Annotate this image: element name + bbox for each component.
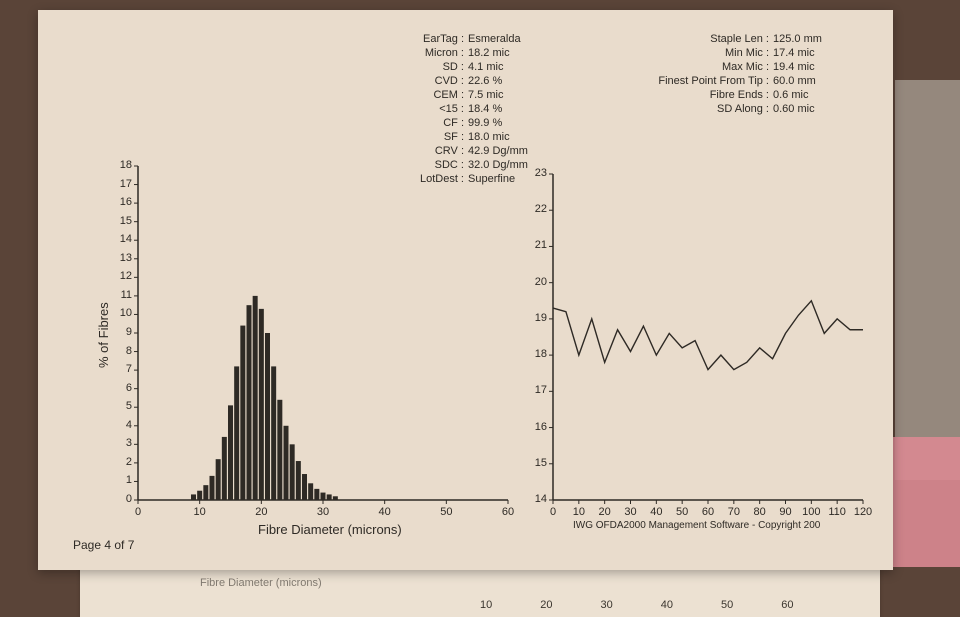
- tick-label: 60: [502, 506, 514, 518]
- page-number: Page 4 of 7: [73, 538, 134, 552]
- report-page: EarTag :Esmeralda Micron :18.2 mic SD :4…: [38, 10, 893, 570]
- copyright-text: IWG OFDA2000 Management Software - Copyr…: [573, 520, 820, 531]
- labels-layer: 0123456789101112131415161718010203040506…: [38, 10, 893, 570]
- under-xlabel: Fibre Diameter (microns): [200, 577, 322, 589]
- tick-label: 5: [126, 400, 132, 412]
- tick-label: 11: [121, 289, 132, 301]
- tick-label: 0: [135, 506, 141, 518]
- under-ticks: 10 20 30 40 50 60: [480, 599, 794, 611]
- histogram-ylabel: % of Fibres: [96, 302, 111, 368]
- background-edge: [895, 80, 960, 480]
- under-tick: 40: [661, 599, 673, 611]
- tick-label: 18: [535, 348, 547, 360]
- tick-label: 80: [754, 506, 766, 518]
- tick-label: 14: [535, 493, 547, 505]
- tick-label: 20: [255, 506, 267, 518]
- tick-label: 10: [120, 307, 132, 319]
- tick-label: 16: [120, 196, 132, 208]
- tick-label: 10: [573, 506, 585, 518]
- tick-label: 15: [120, 215, 132, 227]
- tick-label: 1: [126, 474, 132, 486]
- tick-label: 3: [126, 437, 132, 449]
- tick-label: 23: [535, 167, 547, 179]
- tick-label: 110: [828, 506, 846, 518]
- tick-label: 2: [126, 456, 132, 468]
- tick-label: 40: [650, 506, 662, 518]
- tick-label: 50: [676, 506, 688, 518]
- histogram-xlabel: Fibre Diameter (microns): [258, 522, 402, 537]
- tick-label: 70: [728, 506, 740, 518]
- tick-label: 60: [702, 506, 714, 518]
- tick-label: 8: [126, 345, 132, 357]
- tick-label: 4: [126, 419, 132, 431]
- tick-label: 7: [126, 363, 132, 375]
- tick-label: 0: [550, 506, 556, 518]
- under-page: Fibre Diameter (microns) 10 20 30 40 50 …: [80, 562, 880, 617]
- tick-label: 16: [535, 421, 547, 433]
- tick-label: 10: [194, 506, 206, 518]
- tick-label: 19: [535, 312, 547, 324]
- under-tick: 10: [480, 599, 492, 611]
- tick-label: 20: [535, 276, 547, 288]
- tick-label: 17: [120, 178, 132, 190]
- tick-label: 120: [854, 506, 872, 518]
- under-tick: 50: [721, 599, 733, 611]
- tick-label: 15: [535, 457, 547, 469]
- tick-label: 22: [535, 203, 547, 215]
- tick-label: 21: [535, 239, 547, 251]
- tick-label: 18: [120, 159, 132, 171]
- tick-label: 30: [624, 506, 636, 518]
- tick-label: 50: [440, 506, 452, 518]
- tick-label: 12: [120, 270, 132, 282]
- tick-label: 14: [120, 233, 132, 245]
- tick-label: 6: [126, 382, 132, 394]
- tick-label: 40: [379, 506, 391, 518]
- tick-label: 100: [802, 506, 820, 518]
- under-tick: 60: [781, 599, 793, 611]
- tick-label: 30: [317, 506, 329, 518]
- under-tick: 20: [540, 599, 552, 611]
- pink-divider-tab: [890, 437, 960, 567]
- tick-label: 20: [599, 506, 611, 518]
- under-tick: 30: [601, 599, 613, 611]
- tick-label: 90: [779, 506, 791, 518]
- tick-label: 17: [535, 384, 547, 396]
- tick-label: 13: [120, 252, 132, 264]
- tick-label: 9: [126, 326, 132, 338]
- tick-label: 0: [126, 493, 132, 505]
